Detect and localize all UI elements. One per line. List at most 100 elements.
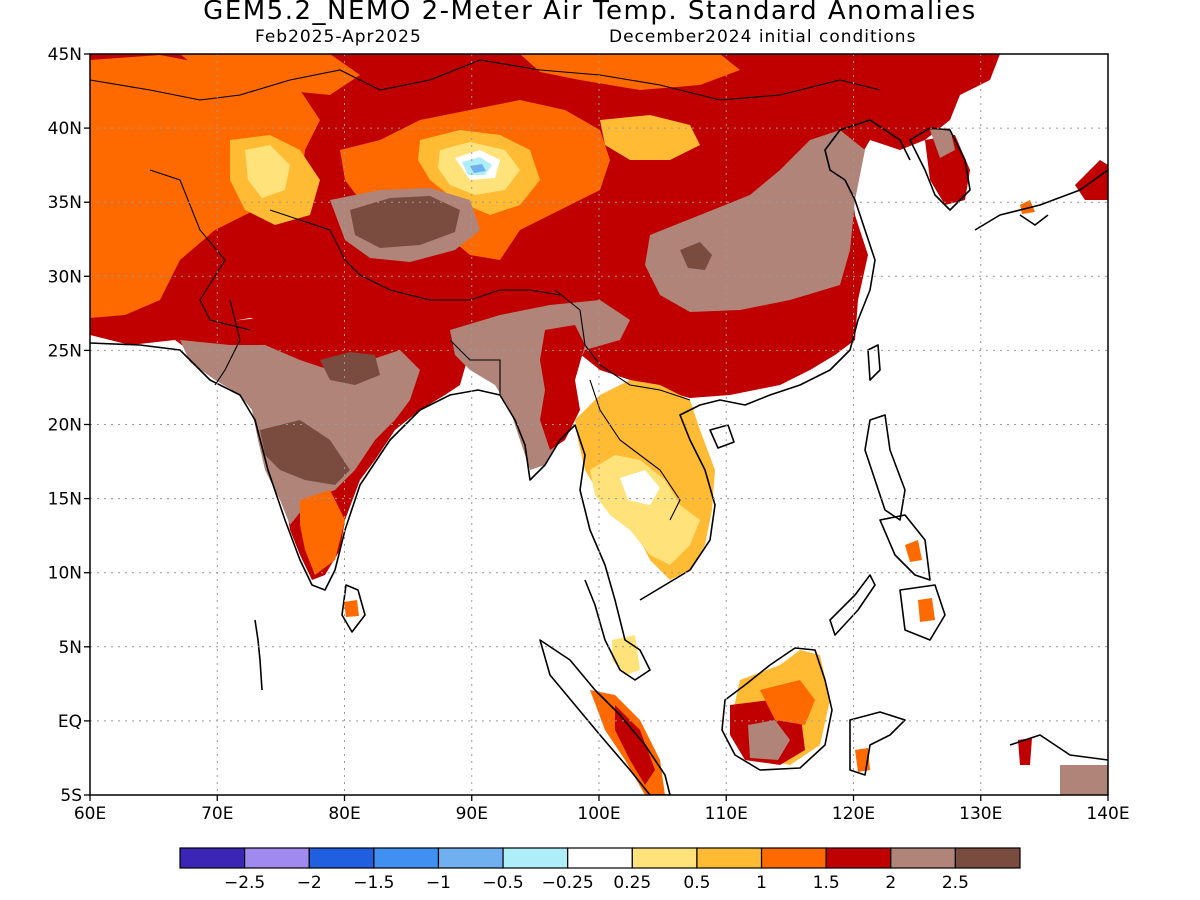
- anomaly-fill-north-asia: [90, 54, 1000, 398]
- colorbar-label: −1: [426, 873, 451, 893]
- anomaly-fill-japan: [1075, 160, 1108, 200]
- lon-label: 130E: [959, 804, 1002, 824]
- anomaly-field: [90, 54, 1108, 795]
- anomaly-fill-myanmar-red: [540, 325, 585, 450]
- border-india-pakistan: [214, 299, 241, 386]
- anomaly-fill-borneo-brown: [748, 720, 790, 760]
- anomaly-fill-orange-northwest: [180, 54, 360, 95]
- colorbar-swatch: [760, 847, 827, 869]
- colorbar-label: −1.5: [353, 873, 394, 893]
- lat-label: 25N: [48, 341, 82, 361]
- initial-conditions: December2024 initial conditions: [609, 27, 917, 47]
- lat-label: EQ: [58, 712, 82, 732]
- anomaly-fill-newguinea: [1060, 765, 1108, 795]
- coastlines: [90, 119, 1108, 795]
- anomaly-fill-india-darkbrown2: [320, 352, 380, 385]
- anomaly-fill-tibet-darkbrown: [350, 196, 460, 248]
- colorbar-label: −0.25: [542, 873, 594, 893]
- coastline-taiwan: [867, 344, 881, 381]
- anomaly-fill-halmahera: [1018, 738, 1032, 765]
- colorbar: −2.5 −2 −1.5 −1 −0.5 −0.25 0.25 0.5 1 1.5 2 2.5: [179, 847, 1021, 893]
- lat-label: 35N: [48, 193, 82, 213]
- lon-label: 100E: [577, 804, 620, 824]
- colorbar-label: −2.5: [224, 873, 265, 893]
- border-china-south: [554, 289, 691, 401]
- colorbar-swatch: [567, 847, 633, 869]
- lat-label: 5N: [58, 638, 82, 658]
- border-mainland-se-asia: [589, 379, 681, 521]
- coastline-indochina-east: [639, 119, 911, 601]
- anomaly-fill-orange-north: [520, 54, 740, 90]
- colorbar-swatch: [437, 847, 504, 869]
- lon-label: 110E: [705, 804, 748, 824]
- border-bangladesh: [449, 339, 501, 395]
- anomaly-fill-india-orange: [300, 490, 345, 575]
- border-central-asia: [90, 59, 881, 101]
- colorbar-swatch: [244, 847, 310, 869]
- colorbar-label: 1: [756, 873, 767, 893]
- anomaly-fill-orange-west: [90, 55, 320, 318]
- anomaly-fill-mindanao: [918, 598, 935, 622]
- colorbar-swatch: [502, 847, 569, 869]
- colorbar-swatch: [179, 847, 246, 869]
- colorbar-label: 0.25: [613, 873, 651, 893]
- coastline-sulawesi: [849, 711, 906, 776]
- lon-label: 90E: [456, 804, 488, 824]
- latitude-labels: 45N 40N 35N 30N 25N 20N 15N 10N 5N EQ 5S: [48, 45, 90, 806]
- lon-label: 60E: [74, 804, 106, 824]
- anomaly-fill-korea-brown: [930, 128, 955, 158]
- colorbar-swatch: [373, 847, 440, 869]
- coastline-south-asia: [90, 342, 651, 681]
- lat-label: 30N: [48, 267, 82, 287]
- border-himalaya: [269, 209, 561, 301]
- coastline-visayas: [879, 514, 931, 581]
- anomaly-fill-lightorange-ne: [600, 115, 700, 160]
- coastline-borneo: [721, 647, 833, 771]
- colorbar-label: 0.5: [683, 873, 710, 893]
- coastline-srilanka: [341, 584, 366, 633]
- anomaly-fill-srilanka: [344, 600, 359, 617]
- anomaly-fill-blue-spot: [470, 164, 486, 173]
- anomaly-fill-japan-orange: [1020, 200, 1035, 214]
- lon-label: 120E: [832, 804, 875, 824]
- colorbar-swatch: [631, 847, 698, 869]
- anomaly-fill-indochina-white: [620, 470, 660, 505]
- map-title: GEM5.2_NEMO 2-Meter Air Temp. Standard A…: [203, 0, 977, 26]
- colorbar-swatch: [890, 847, 956, 869]
- anomaly-fill-indochina-yellow: [590, 455, 700, 565]
- lon-label: 70E: [201, 804, 233, 824]
- anomaly-fill-philippines: [905, 540, 922, 562]
- lat-label: 40N: [48, 119, 82, 139]
- lon-label: 80E: [328, 804, 360, 824]
- coastline-new-guinea: [1009, 734, 1108, 761]
- lat-label: 10N: [48, 564, 82, 584]
- colorbar-swatch: [696, 847, 763, 869]
- country-borders: [90, 59, 881, 521]
- longitude-labels: 60E 70E 80E 90E 100E 110E 120E 130E 140E: [74, 795, 1130, 824]
- anomaly-fill-yellow-west: [245, 145, 290, 198]
- lat-label: 5S: [60, 786, 82, 806]
- coastline-maldives: [254, 619, 263, 691]
- gridlines: [90, 54, 1108, 795]
- colorbar-label: 1.5: [813, 873, 840, 893]
- anomaly-fill-india-darkbrown: [260, 420, 350, 485]
- anomaly-fill-borneo-orange2: [760, 680, 815, 725]
- colorbar-swatch: [825, 847, 892, 869]
- coastline-palawan: [829, 574, 876, 636]
- colorbar-swatch: [954, 847, 1021, 869]
- anomaly-fill-sumatra-red: [615, 705, 655, 785]
- lon-label: 140E: [1086, 804, 1129, 824]
- lat-label: 15N: [48, 490, 82, 510]
- lat-label: 45N: [48, 45, 82, 65]
- coastline-hainan: [709, 424, 735, 449]
- colorbar-label: 2.5: [942, 873, 969, 893]
- coastline-japan: [974, 169, 1108, 231]
- coastline-sumatra: [539, 639, 671, 795]
- colorbar-label: −2: [297, 873, 322, 893]
- coastline-mindanao: [899, 584, 946, 641]
- lat-label: 20N: [48, 416, 82, 436]
- forecast-period: Feb2025-Apr2025: [255, 27, 422, 47]
- anomaly-fill-korea: [925, 135, 970, 205]
- colorbar-swatch: [308, 847, 375, 869]
